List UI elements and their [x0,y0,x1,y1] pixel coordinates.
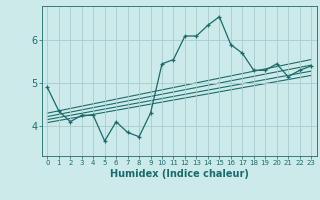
X-axis label: Humidex (Indice chaleur): Humidex (Indice chaleur) [110,169,249,179]
